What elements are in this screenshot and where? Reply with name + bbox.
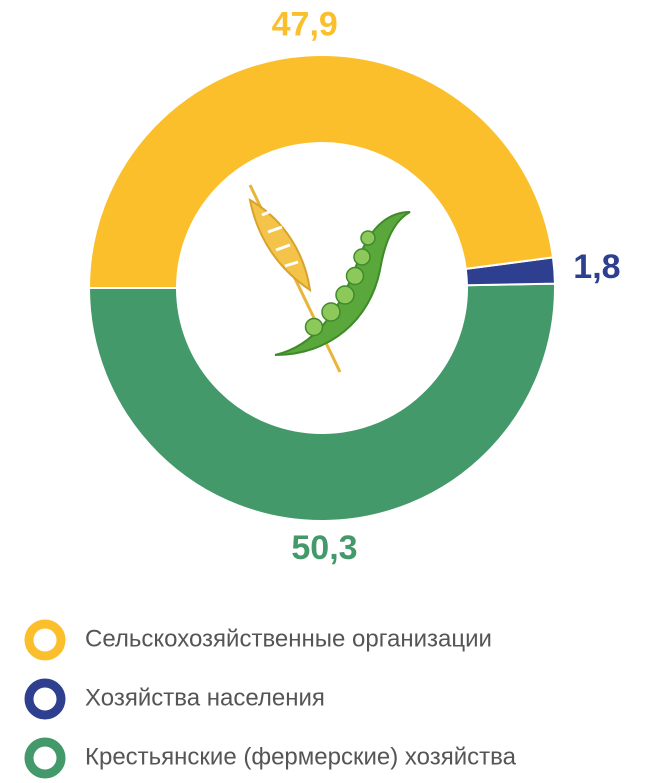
- legend-marker: [24, 678, 66, 720]
- legend-marker: [24, 737, 66, 779]
- donut-segment: [87, 54, 555, 289]
- value-label: 47,9: [272, 6, 338, 44]
- donut-segment: [464, 256, 556, 287]
- center-icon: [248, 184, 411, 373]
- legend-label: Хозяйства населения: [85, 684, 325, 711]
- donut-segment: [87, 282, 556, 522]
- value-label: 50,3: [291, 529, 357, 567]
- value-label: 1,8: [573, 248, 620, 286]
- legend-marker: [24, 619, 66, 661]
- legend-label: Крестьянские (фермерские) хозяйства: [85, 743, 517, 770]
- legend-label: Сельскохозяйственные организации: [85, 625, 492, 652]
